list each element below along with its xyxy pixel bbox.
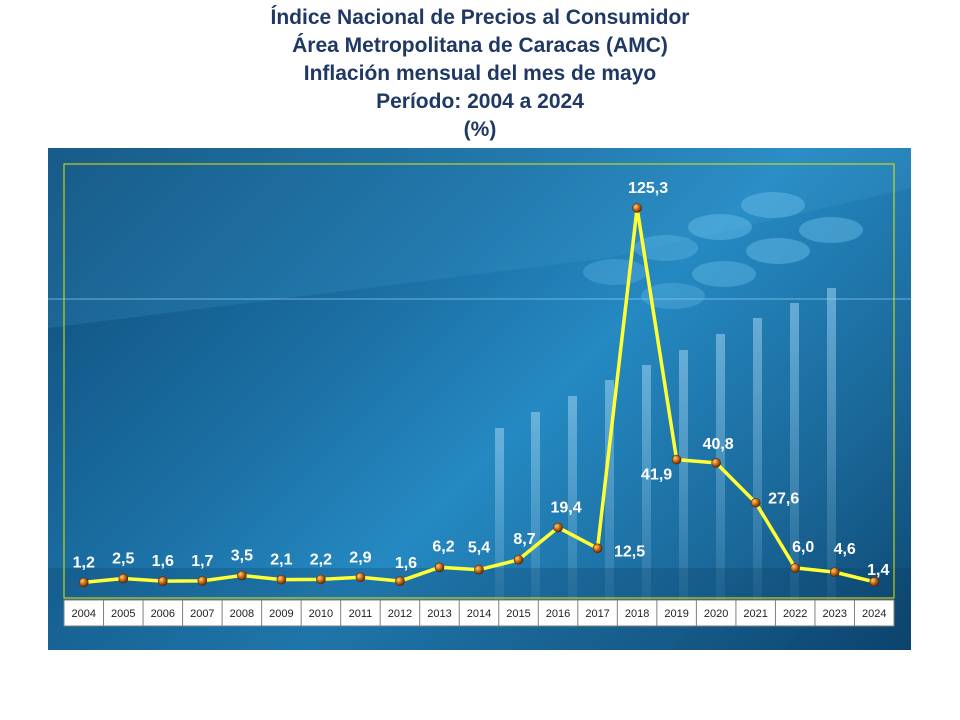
x-tick-label: 2013 [427,608,451,620]
x-tick-label: 2018 [625,608,649,620]
x-axis: 2004 2005 2006 2007 2008 2009 2010 2011 2012 2013… [63,599,895,627]
title-line-4: Período: 2004 a 2024 [376,90,584,113]
data-point [513,554,524,565]
x-tick-label: 2010 [309,608,333,620]
x-tick-label: 2011 [349,608,373,620]
plot-area-border [63,163,895,599]
data-label: 1,4 [867,562,889,579]
background-decoration [48,148,911,650]
data-point [750,497,761,508]
data-point [553,522,563,533]
title-line-3: Inflación mensual del mes de mayo [303,62,657,85]
x-tick-label: 2019 [664,608,688,620]
chart-panel: 2004 2005 2006 2007 2008 2009 2010 2011 2012 2013… [48,148,911,650]
data-label: 2,9 [349,549,371,566]
data-label: 2,2 [310,551,332,568]
x-tick-label: 2005 [111,608,135,620]
data-label: 3,5 [231,547,253,564]
x-tick-label: 2009 [269,608,293,620]
data-point [474,564,484,575]
data-point [671,454,682,465]
data-label: 1,6 [395,555,417,572]
data-label: 40,8 [703,436,734,453]
x-tick-label: 2017 [585,608,609,620]
chart-svg: 2004 2005 2006 2007 2008 2009 2010 2011 2012 2013… [48,148,911,650]
x-tick-label: 2016 [546,608,570,620]
data-point [276,574,287,585]
x-tick-label: 2004 [72,608,96,620]
data-point [78,577,89,588]
data-point [632,203,642,213]
data-labels: 1,2 2,5 1,6 1,7 3,5 2,1 2,2 2,9 1,6 6,2 5,4 8,7 19,4… [73,180,890,579]
title-line-5: (%) [463,118,497,141]
data-points [78,203,880,588]
data-point [197,576,208,586]
data-point [790,563,800,573]
title-line-1: Índice Nacional de Precios al Consumidor [270,6,690,29]
data-label: 41,9 [641,467,672,484]
data-label: 19,4 [550,499,581,516]
x-tick-label: 2021 [743,608,767,620]
x-tick-label: 2007 [190,608,214,620]
x-tick-label: 2012 [388,608,412,620]
title-line-2: Área Metropolitana de Caracas (AMC) [292,34,668,57]
data-point [237,570,247,581]
data-point [395,576,405,586]
x-tick-label: 2015 [506,608,530,620]
chart-title: Índice Nacional de Precios al Consumidor… [0,4,960,144]
data-point [829,567,840,577]
data-label: 1,7 [191,553,213,570]
data-point [592,543,603,554]
data-label: 2,1 [270,552,292,569]
data-label: 27,6 [768,491,799,508]
data-label: 125,3 [628,180,668,197]
x-tick-label: 2024 [862,608,886,620]
data-label: 5,4 [468,540,490,557]
data-point [158,576,168,586]
data-label: 8,7 [513,531,535,548]
data-point [118,573,129,584]
data-label: 6,2 [432,538,454,555]
x-tick-label: 2023 [822,608,846,620]
x-tick-label: 2006 [151,608,175,620]
x-axis-box [63,599,895,627]
data-point [355,572,366,583]
data-label: 6,0 [792,539,814,556]
data-label: 1,6 [152,553,174,570]
data-label: 1,2 [73,554,95,571]
data-point [869,576,880,587]
x-tick-label: 2022 [783,608,807,620]
x-tick-label: 2008 [230,608,254,620]
data-point [316,574,326,585]
data-label: 4,6 [834,541,856,558]
x-tick-label: 2020 [704,608,728,620]
data-point [711,458,721,468]
data-label: 12,5 [614,543,645,560]
data-point [434,562,445,573]
data-label: 2,5 [112,550,134,567]
x-tick-label: 2014 [467,608,491,620]
